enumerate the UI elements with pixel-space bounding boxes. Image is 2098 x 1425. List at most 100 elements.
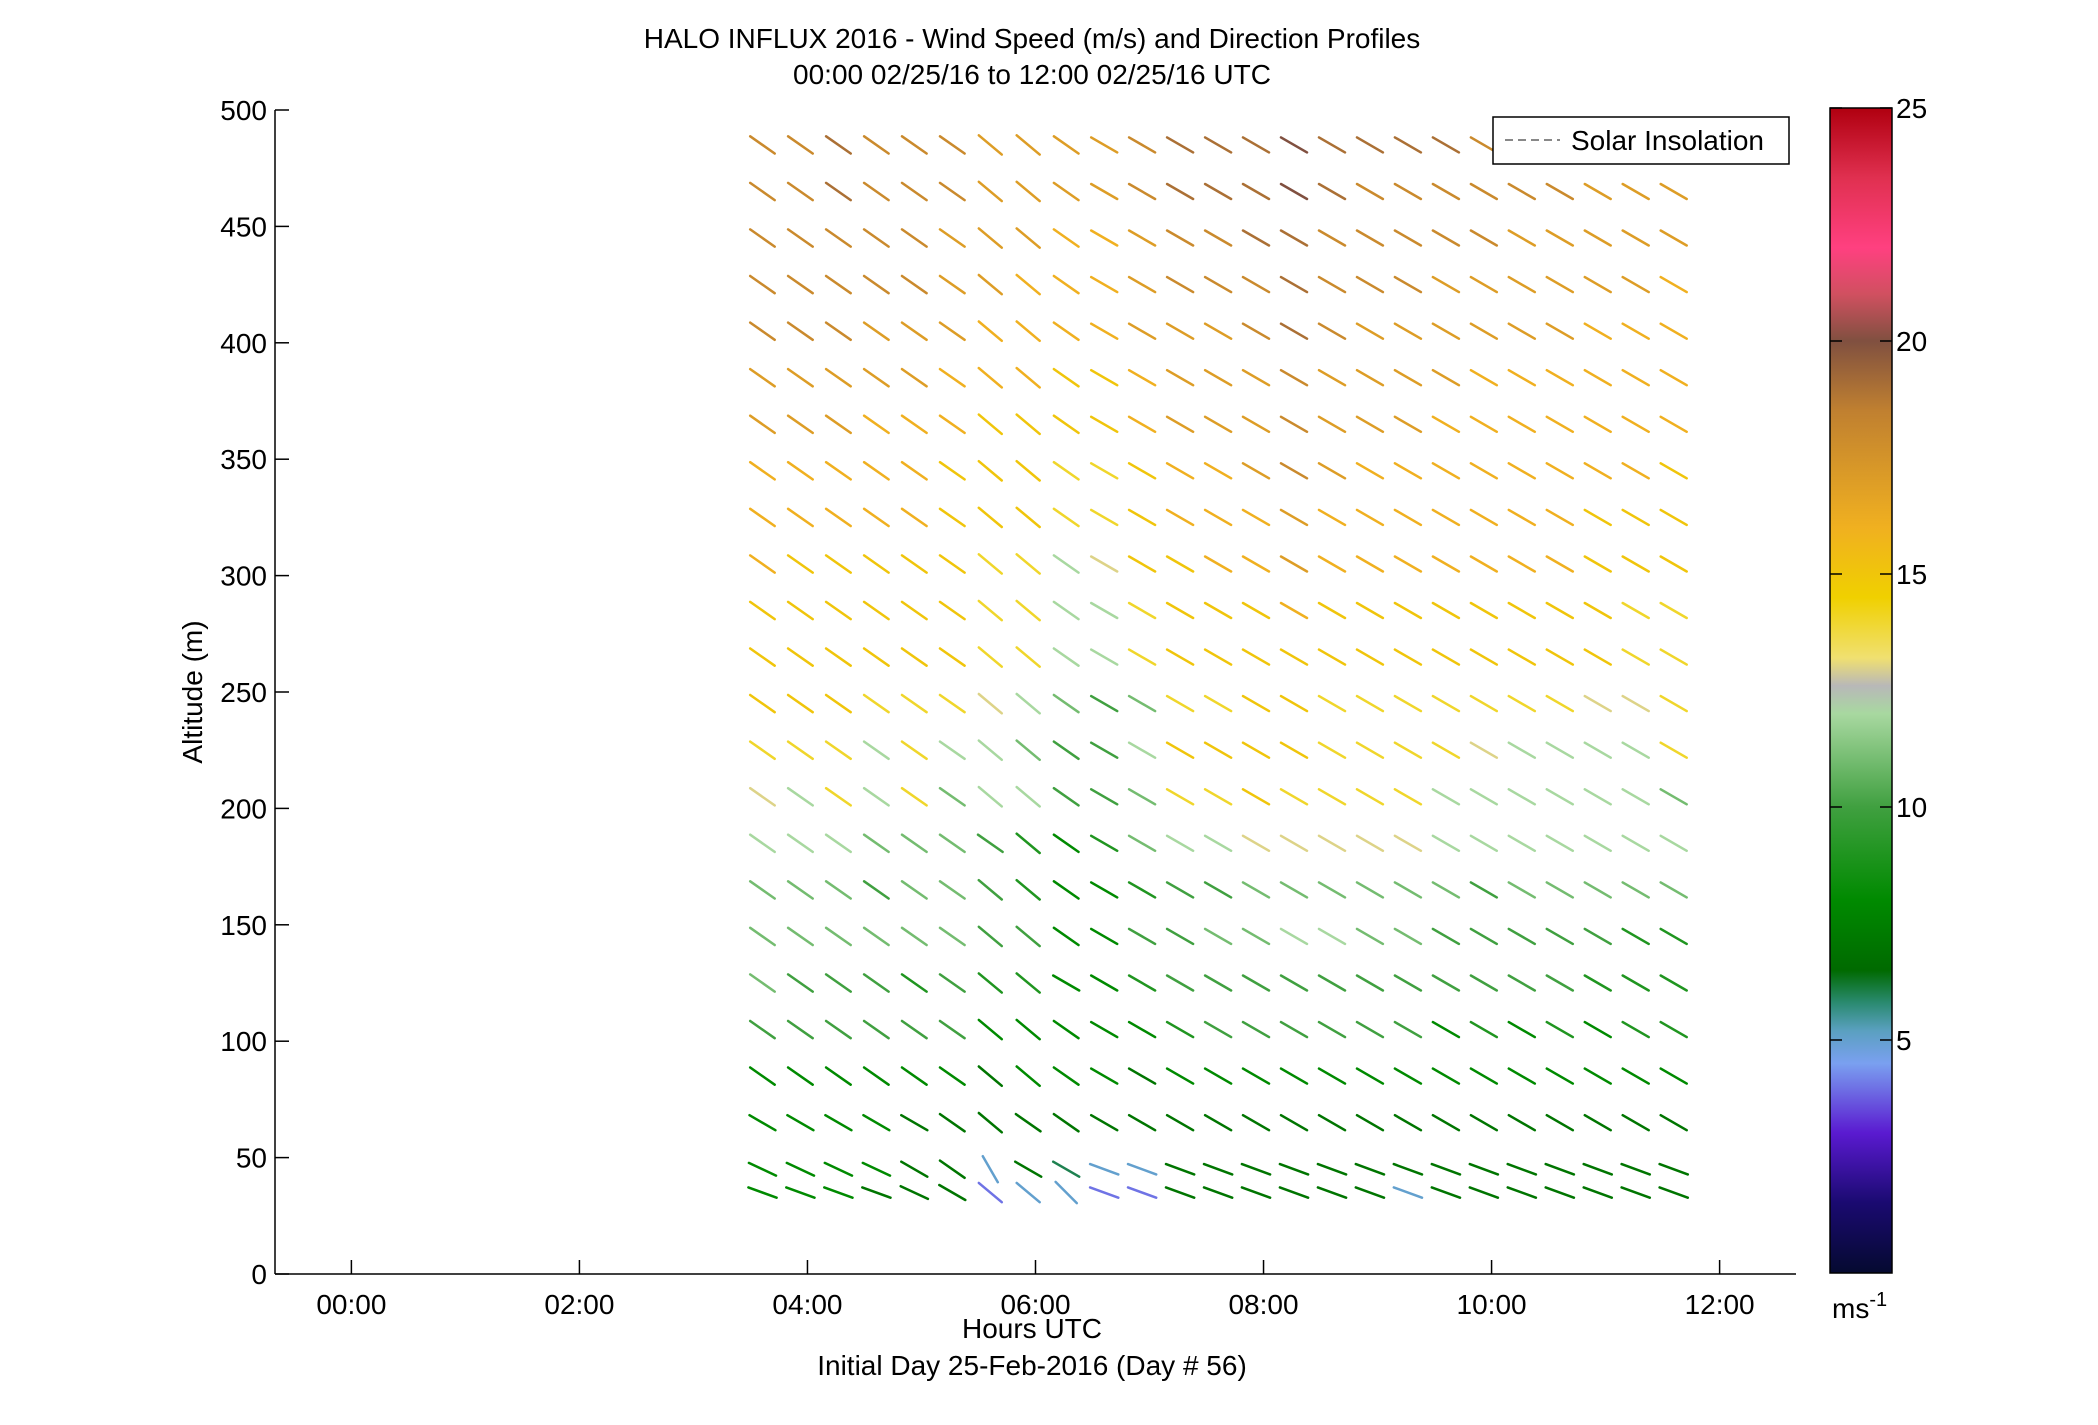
wind-vector <box>1621 275 1650 294</box>
wind-vector <box>1317 694 1347 713</box>
wind-vector <box>900 414 928 435</box>
wind-vector <box>1127 601 1157 620</box>
wind-vector <box>824 554 852 574</box>
wind-vector <box>1279 1067 1309 1085</box>
wind-vector <box>900 460 928 481</box>
wind-vector <box>786 507 814 528</box>
y-tick-label: 150 <box>220 910 267 941</box>
wind-vector <box>977 1181 1004 1204</box>
wind-vector <box>1659 322 1688 340</box>
wind-vector <box>938 1159 966 1180</box>
wind-vector <box>1013 1160 1043 1178</box>
wind-vector <box>1659 881 1688 899</box>
wind-vector <box>1127 1113 1157 1132</box>
wind-vector <box>824 600 852 621</box>
wind-vector <box>1545 601 1575 620</box>
wind-vector <box>862 414 890 435</box>
legend-label-solar: Solar Insolation <box>1571 125 1764 156</box>
wind-vector <box>1052 460 1080 481</box>
wind-vector <box>862 228 890 248</box>
wind-vector <box>1317 1067 1347 1085</box>
wind-vector <box>1659 648 1688 666</box>
wind-vector <box>1203 601 1233 620</box>
wind-vector <box>1317 182 1347 201</box>
wind-vector <box>1089 415 1119 434</box>
wind-vector <box>1621 462 1650 480</box>
wind-vector <box>1241 229 1271 247</box>
wind-vector <box>1317 275 1347 294</box>
wind-vector <box>977 366 1004 389</box>
wind-vector <box>1659 415 1688 434</box>
wind-vector <box>1545 275 1575 294</box>
wind-vector <box>1052 507 1080 528</box>
wind-vector <box>1202 1186 1234 1199</box>
wind-vector <box>1621 555 1650 573</box>
wind-vector <box>977 1065 1004 1088</box>
wind-vector <box>1393 927 1423 946</box>
wind-vector <box>1241 462 1271 480</box>
wind-vector <box>1583 648 1612 666</box>
wind-vector <box>900 1160 929 1178</box>
wind-vector <box>1583 182 1612 201</box>
wind-vector <box>862 1113 891 1132</box>
wind-vector <box>1165 1113 1195 1132</box>
wind-vector <box>824 460 852 481</box>
wind-vector <box>748 554 776 574</box>
wind-vector <box>1127 275 1157 294</box>
wind-vector <box>1507 555 1537 573</box>
wind-vector <box>786 228 814 248</box>
wind-vector <box>1126 1186 1158 1199</box>
wind-vector <box>1241 741 1271 759</box>
wind-vector <box>862 1019 890 1040</box>
wind-vector <box>1393 788 1423 806</box>
wind-vector <box>1015 459 1041 482</box>
wind-vector <box>1621 229 1650 247</box>
wind-vector <box>938 367 966 388</box>
wind-vector <box>1393 182 1423 201</box>
wind-vector <box>862 786 890 807</box>
wind-vector <box>1052 1019 1080 1040</box>
wind-vector <box>900 693 928 714</box>
x-tick-label: 12:00 <box>1685 1289 1755 1320</box>
wind-vector <box>1355 182 1385 201</box>
wind-vector <box>938 786 966 807</box>
wind-vector <box>1431 1067 1461 1085</box>
wind-vector <box>1621 694 1650 713</box>
wind-vector <box>824 693 852 714</box>
wind-vector <box>938 880 966 900</box>
wind-vector <box>824 1019 852 1040</box>
wind-vector <box>1015 366 1041 389</box>
wind-vector <box>1015 1065 1041 1088</box>
wind-vector <box>1203 508 1233 527</box>
wind-vector <box>900 507 928 528</box>
wind-vector <box>1621 1113 1650 1132</box>
wind-vector <box>1164 1162 1196 1176</box>
wind-vector <box>938 228 966 248</box>
wind-vector <box>1621 601 1650 620</box>
wind-vector <box>900 554 928 574</box>
wind-vector <box>1279 927 1309 946</box>
wind-vector <box>1355 881 1385 899</box>
wind-vector <box>1127 229 1157 247</box>
wind-vector <box>862 740 890 761</box>
wind-vector <box>1431 508 1461 527</box>
wind-vector <box>1431 229 1461 247</box>
wind-vector <box>1015 180 1041 203</box>
wind-vector <box>977 413 1004 436</box>
wind-vector <box>1052 693 1080 714</box>
wind-vector <box>1583 974 1612 992</box>
wind-vector <box>1507 974 1537 992</box>
wind-vector <box>1545 508 1575 527</box>
wind-vector <box>1393 229 1423 247</box>
wind-vector <box>1355 555 1385 573</box>
wind-vector <box>900 973 928 993</box>
wind-vector <box>1165 601 1195 620</box>
wind-vector <box>785 1186 816 1199</box>
wind-vector <box>900 1066 928 1086</box>
wind-vector <box>1088 1162 1120 1176</box>
wind-vector <box>1203 415 1233 434</box>
wind-vector <box>786 786 814 807</box>
wind-vector <box>1355 229 1385 247</box>
chart-subtitle: 00:00 02/25/16 to 12:00 02/25/16 UTC <box>793 59 1271 90</box>
wind-vector <box>1127 741 1157 759</box>
